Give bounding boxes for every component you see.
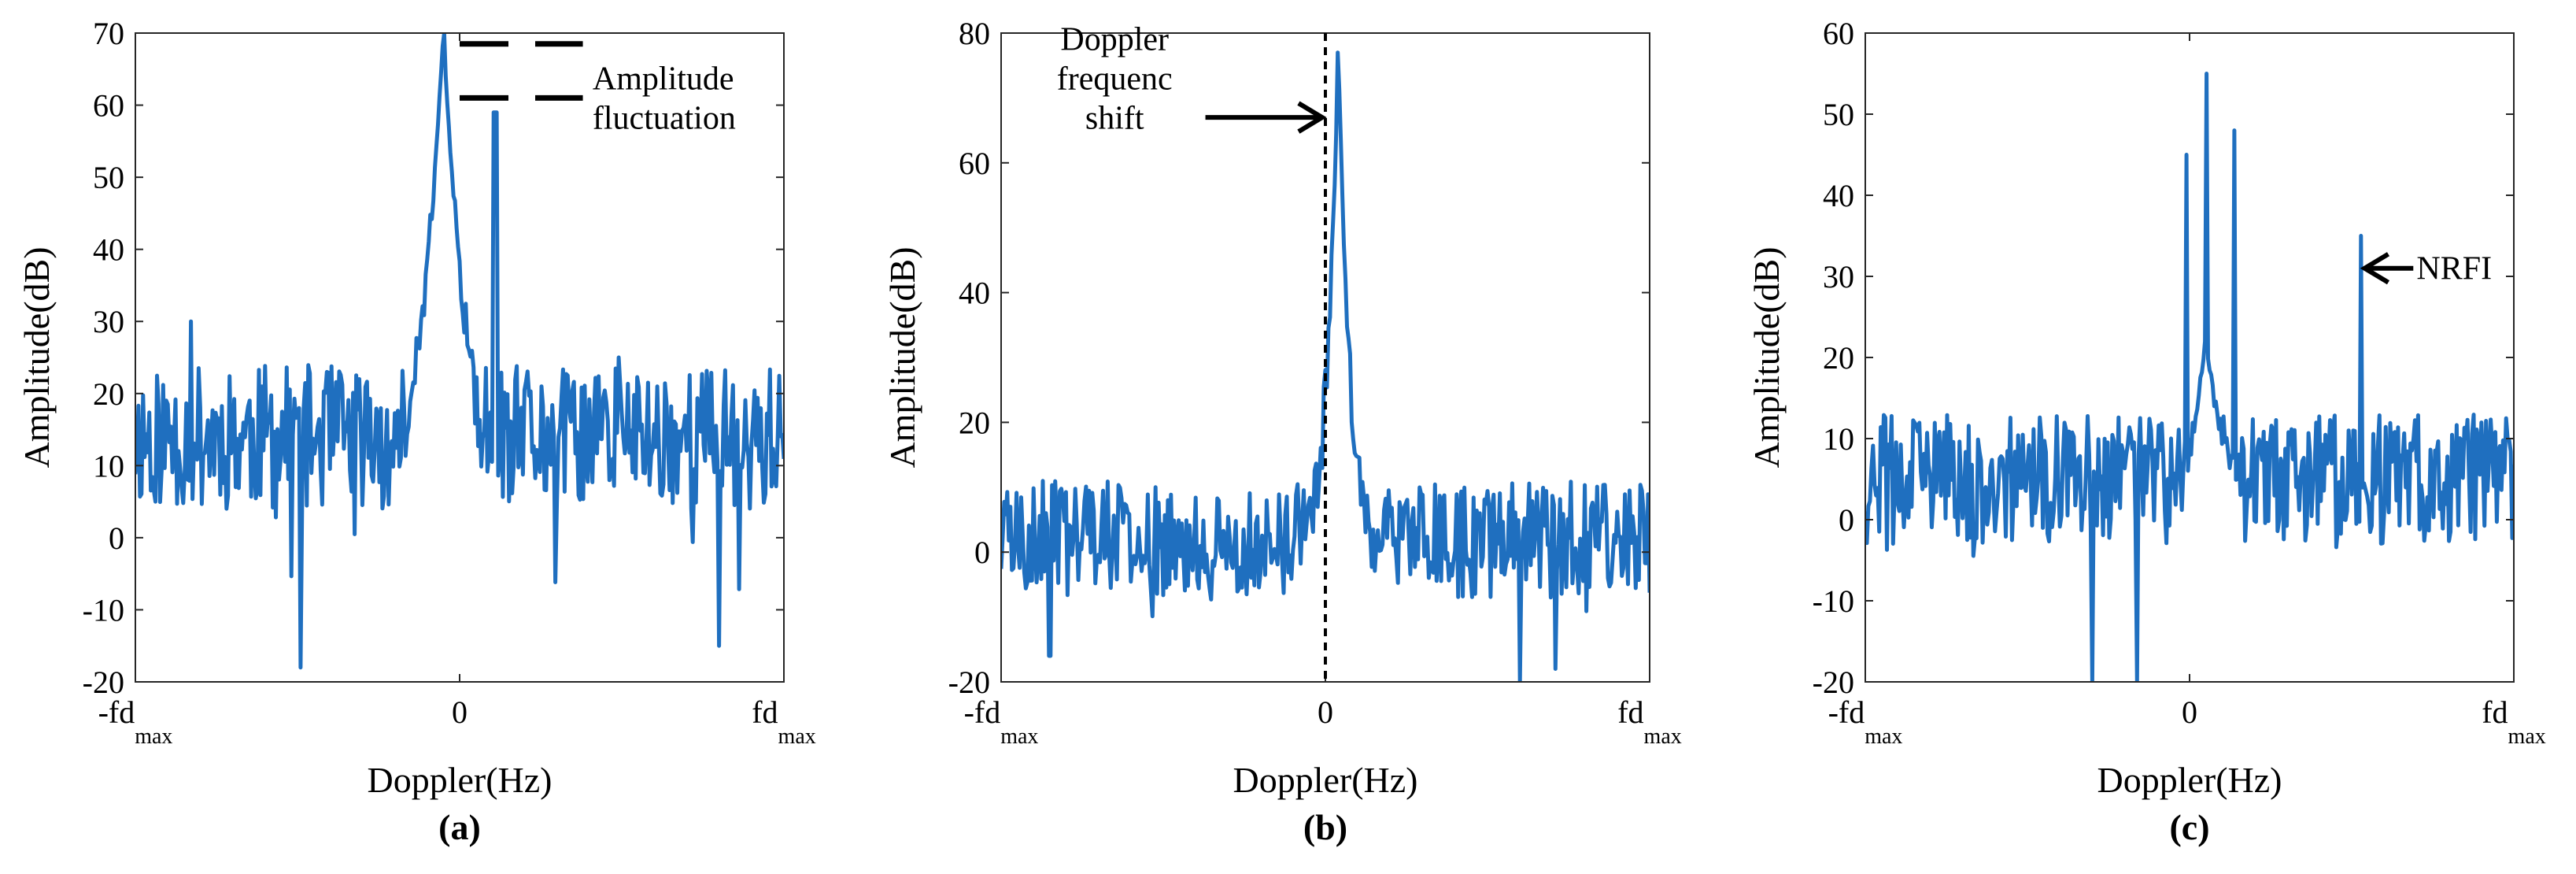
arrow-head <box>2360 252 2390 285</box>
x-tick-sub: max <box>778 724 816 749</box>
x-tick-label: -fdmax <box>98 694 173 749</box>
y-tick-label: 60 <box>959 146 990 181</box>
x-tick-main: 0 <box>2182 694 2197 730</box>
y-tick-label: 80 <box>959 16 990 51</box>
x-tick-sub: max <box>1644 724 1682 749</box>
y-tick-label: -20 <box>83 665 124 700</box>
y-tick-label: 0 <box>1839 502 1854 538</box>
series-line <box>1001 50 1650 682</box>
x-tick-main: fd <box>1617 694 1643 730</box>
y-tick-label: 20 <box>959 405 990 440</box>
y-tick-label: 10 <box>1823 421 1854 457</box>
y-axis-label: Amplitude(dB) <box>1746 246 1787 468</box>
annotation-text: fluctuation <box>593 100 736 136</box>
y-tick-label: -10 <box>1813 583 1854 619</box>
panel-caption: (a) <box>438 807 481 847</box>
x-axis-label: Doppler(Hz) <box>2097 760 2282 800</box>
annotation-text: shift <box>1085 101 1144 137</box>
annotation-text: Amplitude <box>593 61 734 97</box>
x-axis-label: Doppler(Hz) <box>367 760 552 800</box>
x-axis-label: Doppler(Hz) <box>1233 760 1417 800</box>
y-tick-label: 0 <box>974 535 990 570</box>
x-tick-label: 0 <box>1318 694 1333 730</box>
panel-caption: (c) <box>2169 807 2209 847</box>
x-tick-sub: max <box>1000 724 1038 749</box>
y-tick-label: 30 <box>1823 259 1854 294</box>
y-tick-label: 50 <box>1823 97 1854 132</box>
y-tick-label: 0 <box>109 520 124 556</box>
x-tick-label: fdmax <box>1617 694 1682 749</box>
x-tick-main: fd <box>752 694 778 730</box>
y-tick-label: 50 <box>93 160 124 195</box>
annotation-text: Doppler <box>1060 22 1169 58</box>
x-tick-main: -fd <box>98 694 135 730</box>
y-tick-label: 60 <box>1823 16 1854 51</box>
x-tick-main: -fd <box>964 694 1001 730</box>
x-tick-sub: max <box>2508 724 2546 749</box>
y-tick-label: -20 <box>1813 665 1854 700</box>
x-tick-label: fdmax <box>2482 694 2546 749</box>
y-axis-label: Amplitude(dB) <box>882 246 922 468</box>
x-tick-label: 0 <box>452 694 468 730</box>
annotation-text: NRFI <box>2416 251 2492 287</box>
x-tick-main: 0 <box>452 694 468 730</box>
y-tick-label: 30 <box>93 304 124 339</box>
panel-caption: (b) <box>1303 807 1347 847</box>
y-tick-label: 70 <box>93 16 124 51</box>
x-tick-label: fdmax <box>752 694 816 749</box>
y-tick-label: 10 <box>93 448 124 483</box>
y-tick-label: -20 <box>948 665 990 700</box>
y-tick-label: 20 <box>93 376 124 412</box>
y-tick-label: -10 <box>83 592 124 628</box>
x-tick-label: -fdmax <box>1828 694 1903 749</box>
y-tick-label: 40 <box>959 276 990 311</box>
y-axis-label: Amplitude(dB) <box>17 246 57 468</box>
series-line <box>1865 72 2514 682</box>
x-tick-label: 0 <box>2182 694 2197 730</box>
y-tick-label: 20 <box>1823 340 1854 376</box>
x-tick-main: 0 <box>1318 694 1333 730</box>
x-tick-sub: max <box>135 724 172 749</box>
y-tick-label: 60 <box>93 88 124 124</box>
x-tick-main: fd <box>2482 694 2508 730</box>
annotation-text: frequenc <box>1057 61 1173 98</box>
y-tick-label: 40 <box>1823 178 1854 213</box>
y-tick-label: 40 <box>93 232 124 268</box>
x-tick-sub: max <box>1865 724 1902 749</box>
x-tick-label: -fdmax <box>964 694 1039 749</box>
arrow-head <box>1297 101 1327 134</box>
series-line <box>135 33 784 670</box>
axes-box <box>1865 32 2515 683</box>
x-tick-main: -fd <box>1828 694 1865 730</box>
